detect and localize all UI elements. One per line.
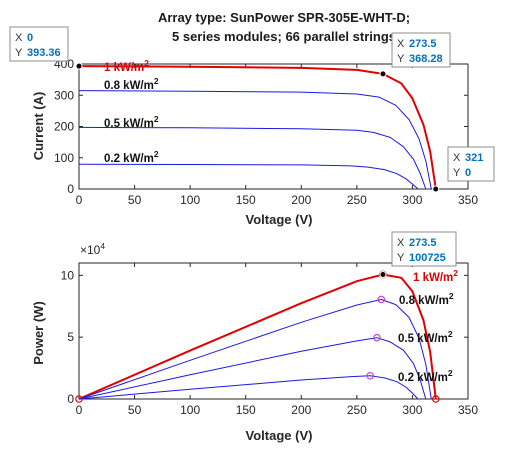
datatip-open-circuit-current-x-label: X [15, 32, 23, 44]
top-xtick-label: 50 [128, 193, 142, 207]
datatip-open-circuit-voltage-x-value: 321 [465, 152, 483, 164]
datatip-mpp-top-box [391, 32, 451, 68]
bottom-series-line [78, 337, 427, 400]
top-datatip-anchor [379, 70, 387, 78]
top-xtick-label: 150 [236, 193, 256, 207]
bottom-series-line [78, 273, 437, 400]
bottom-xtick-label: 250 [347, 403, 367, 417]
top-xtick-label: 0 [76, 193, 83, 207]
top-xlabel: Voltage (V) [246, 212, 313, 227]
top-ytick-label: 200 [54, 120, 74, 134]
top-datatip-anchor [432, 185, 440, 193]
bottom-ytick-label: 10 [61, 268, 75, 282]
bottom-marker [75, 395, 83, 403]
datatip-mpp-power-x-label: X [397, 237, 405, 249]
bottom-series-line [78, 375, 419, 400]
bottom-ytick-label: 0 [67, 392, 74, 406]
top-xtick-label: 100 [180, 193, 200, 207]
bottom-xtick-label: 100 [180, 403, 200, 417]
datatip-open-circuit-current-y-label: Y [15, 47, 23, 59]
bottom-exponent-label: ×104 [80, 241, 105, 257]
bottom-marker [377, 295, 386, 304]
bottom-series-label: 0.5 kW/m2 [398, 329, 453, 345]
bottom-marker [373, 333, 381, 342]
datatip-mpp-power-box [391, 231, 457, 267]
datatip-open-circuit-voltage-box [447, 146, 495, 182]
top-series-label: 0.2 kW/m2 [104, 149, 159, 165]
datatip-open-circuit-voltage-y-value: 0 [465, 167, 471, 179]
bottom-ylabel: Power (W) [31, 301, 46, 365]
bottom-xtick-label: 50 [128, 403, 142, 417]
datatip-mpp-top-x-label: X [397, 38, 405, 50]
datatip-open-circuit-voltage-x-label: X [453, 152, 461, 164]
bottom-datatip-anchor [379, 270, 387, 278]
bottom-xtick-label: 150 [236, 403, 256, 417]
top-series-line [78, 126, 427, 190]
top-series-line [78, 163, 419, 190]
chart-title-line2: 5 series modules; 66 parallel strings [172, 29, 396, 44]
top-xtick-label: 350 [458, 193, 478, 207]
bottom-marker [431, 395, 440, 403]
bottom-xlabel: Voltage (V) [246, 428, 313, 443]
top-datatip-anchor [75, 62, 83, 70]
top-xtick-label: 300 [402, 193, 422, 207]
datatip-open-circuit-voltage-y-label: Y [453, 167, 461, 179]
top-ytick-label: 300 [54, 88, 74, 102]
top-ytick-label: 0 [67, 182, 74, 196]
bottom-series-line [78, 299, 432, 400]
bottom-series-label: 1 kW/m2 [413, 268, 458, 284]
top-series-label: 0.8 kW/m2 [104, 76, 159, 92]
datatip-open-circuit-current-y-value: 393.36 [27, 47, 61, 59]
datatip-open-circuit-current-box [9, 26, 69, 62]
top-series-line [78, 65, 437, 190]
chart-title-line1: Array type: SunPower SPR-305E-WHT-D; [158, 10, 410, 25]
bottom-xtick-label: 200 [291, 403, 311, 417]
datatip-mpp-power-y-label: Y [397, 252, 405, 264]
bottom-series-label: 0.2 kW/m2 [398, 368, 453, 384]
top-series-label: 0.5 kW/m2 [104, 114, 159, 130]
bottom-xtick-label: 0 [76, 403, 83, 417]
top-ytick-label: 100 [54, 151, 74, 165]
bottom-series-label: 0.8 kW/m2 [399, 291, 454, 307]
datatip-mpp-top-y-value: 368.28 [409, 53, 443, 65]
bottom-plot: 0 50 100 150 200 250 300 350 0 5 10 ×104 1 kW/m2 0.8 … [61, 241, 479, 417]
top-ylabel: Current (A) [31, 92, 46, 161]
datatip-mpp-power-x-value: 273.5 [409, 237, 437, 249]
datatip-open-circuit-current-x-value: 0 [27, 32, 33, 44]
top-xtick-label: 250 [347, 193, 367, 207]
top-series-label: 1 kW/m2 [104, 58, 149, 74]
datatip-mpp-top-x-value: 273.5 [409, 38, 437, 50]
bottom-xtick-label: 300 [402, 403, 422, 417]
bottom-xtick-label: 350 [458, 403, 478, 417]
bottom-ytick-label: 5 [67, 330, 74, 344]
datatip-mpp-power-y-value: 100725 [409, 252, 446, 264]
datatip-mpp-top-y-label: Y [397, 53, 405, 65]
top-series-line [78, 90, 432, 190]
top-xtick-label: 200 [291, 193, 311, 207]
bottom-marker [366, 371, 374, 380]
